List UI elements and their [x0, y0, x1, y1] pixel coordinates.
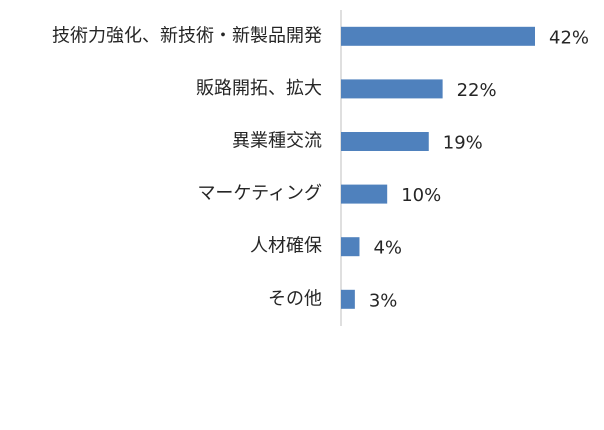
data-label: 3% — [369, 290, 398, 311]
bar — [341, 289, 355, 309]
data-label: 10% — [401, 185, 441, 206]
bar — [341, 132, 429, 151]
data-label: 42% — [549, 27, 589, 48]
bar — [341, 237, 360, 257]
y-tick-label: 販路開拓、拡大 — [196, 78, 322, 99]
y-tick-label: 技術力強化、新技術・新製品開発 — [52, 25, 322, 46]
bar — [341, 79, 443, 99]
data-label: 4% — [373, 238, 402, 259]
y-tick-label: その他 — [268, 288, 322, 309]
y-tick-label: マーケティング — [197, 183, 322, 204]
data-label: 19% — [443, 133, 483, 154]
bar — [341, 26, 535, 46]
bar — [341, 184, 388, 204]
data-label: 22% — [457, 80, 497, 101]
y-tick-label: 異業種交流 — [232, 131, 322, 152]
y-tick-label: 人材確保 — [250, 236, 322, 257]
